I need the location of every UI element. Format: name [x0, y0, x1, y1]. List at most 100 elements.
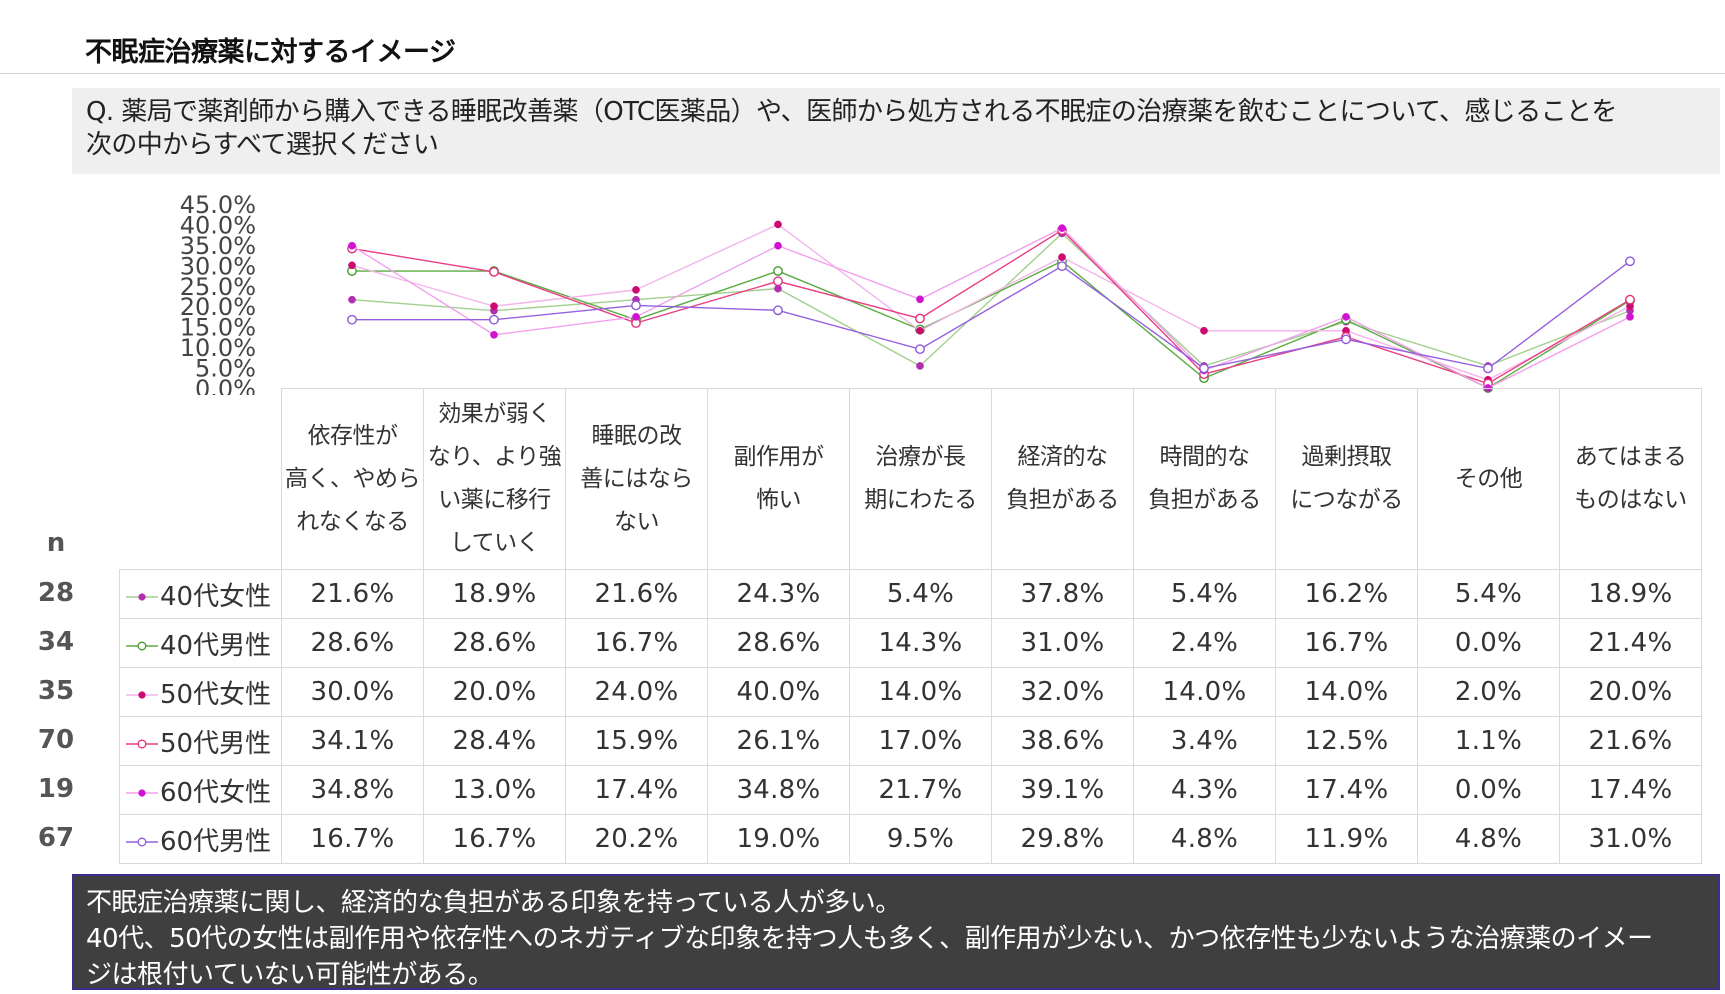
- value-cell: 28.6%: [423, 618, 566, 668]
- data-point: [348, 241, 356, 250]
- value-cell: 13.0%: [423, 765, 566, 815]
- category-header: 効果が弱く なり、より強 い薬に移行 していく: [423, 388, 566, 570]
- category-header: その他: [1417, 388, 1560, 570]
- data-point: [774, 241, 782, 250]
- value-cell: 17.4%: [1559, 765, 1702, 815]
- value-cell: 17.0%: [849, 716, 992, 766]
- category-header-line: 治療が長: [875, 444, 967, 470]
- series-line: [351, 229, 1631, 385]
- value-cell: 34.1%: [281, 716, 424, 766]
- category-header-line: 高く、やめら: [285, 465, 421, 492]
- value-cell: 15.9%: [565, 716, 708, 766]
- series-line: [351, 232, 1631, 367]
- category-header: 経済的な 負担がある: [991, 388, 1134, 570]
- y-tick-label: 40.0%: [180, 211, 256, 239]
- value-cell: 24.0%: [565, 667, 708, 717]
- value-cell: 37.8%: [991, 569, 1134, 619]
- data-table: 依存性が 高く、やめら れなくなる 効果が弱く なり、より強 い薬に移行 していく 睡眠の改善…: [119, 388, 1702, 864]
- category-header-line: 怖い: [756, 487, 802, 513]
- value-cell: 16.2%: [1275, 569, 1418, 619]
- legend-marker: [138, 789, 146, 797]
- series-line: [351, 227, 1631, 389]
- category-header-line: あてはまる: [1574, 444, 1687, 470]
- series-line: [352, 260, 1631, 389]
- category-header-line: 経済的な: [1017, 444, 1109, 470]
- value-cell: 21.6%: [1559, 716, 1702, 766]
- category-header-line: れなくなる: [296, 508, 409, 535]
- data-point: [1483, 363, 1493, 374]
- category-header-line: 負担がある: [1148, 487, 1261, 513]
- legend-label: 50代男性: [160, 728, 272, 759]
- value-cell: 30.0%: [281, 667, 424, 717]
- series-line: [352, 260, 1631, 370]
- value-cell: 14.0%: [1275, 667, 1418, 717]
- table-row: 40代男性 28.6% 28.6% 16.7% 28.6% 14.3% 31.0% 2.4% 1…: [119, 618, 1702, 668]
- data-point: [631, 300, 641, 311]
- value-cell: 17.4%: [565, 765, 708, 815]
- value-cell: 20.0%: [1559, 667, 1702, 717]
- data-point: [1342, 313, 1350, 321]
- legend-cell: 50代男性: [119, 716, 282, 766]
- category-header: 睡眠の改 善にはなら ない: [565, 388, 708, 570]
- y-tick-label: 15.0%: [180, 314, 256, 342]
- value-cell: 16.7%: [423, 814, 566, 864]
- y-axis: 45.0%40.0%35.0%30.0%25.0%20.0%15.0%10.0%…: [180, 191, 256, 395]
- n-value: 67: [37, 822, 75, 853]
- category-header-line: その他: [1454, 465, 1523, 492]
- value-cell: 34.8%: [281, 765, 424, 815]
- y-tick-label: 20.0%: [180, 293, 256, 321]
- summary-line-1: 不眠症治療薬に関し、経済的な負担がある印象を持っている人が多い。: [86, 888, 901, 918]
- value-cell: 4.8%: [1133, 814, 1276, 864]
- summary-line-3: ジは根付いていない可能性がある。: [86, 960, 494, 990]
- question-text: Q. 薬局で薬剤師から購入できる睡眠改善薬（OTC医薬品）や、医師から処方される…: [86, 96, 1711, 162]
- value-cell: 11.9%: [1275, 814, 1418, 864]
- n-header: n: [46, 528, 66, 558]
- series-2: [347, 256, 1635, 393]
- legend-label: 40代女性: [160, 581, 272, 612]
- value-cell: 0.0%: [1417, 618, 1560, 668]
- category-header-line: していく: [449, 530, 540, 556]
- value-cell: 21.6%: [565, 569, 708, 619]
- data-point: [489, 266, 499, 277]
- summary-line-2: 40代、50代の女性は副作用や依存性へのネガティブな印象を持つ人も多く、副作用が…: [86, 924, 1653, 954]
- value-cell: 40.0%: [707, 667, 850, 717]
- data-point: [348, 295, 356, 304]
- value-cell: 5.4%: [1417, 569, 1560, 619]
- series-1: [348, 229, 1634, 370]
- data-point: [1058, 224, 1066, 232]
- category-header-line: なり、より強: [427, 444, 562, 470]
- table-row: 40代女性 21.6% 18.9% 21.6% 24.3% 5.4% 37.8% 5.4% 16…: [119, 569, 1702, 619]
- table-row: 50代女性 30.0% 20.0% 24.0% 40.0% 14.0% 32.0% 14.0%…: [119, 667, 1702, 717]
- value-cell: 24.3%: [707, 569, 850, 619]
- n-value: 28: [37, 577, 75, 608]
- category-header: あてはまる ものはない: [1559, 388, 1702, 570]
- legend-marker: [137, 739, 147, 749]
- legend-marker-icon: [126, 593, 158, 601]
- category-header-line: 善にはなら: [580, 465, 693, 492]
- value-cell: 14.3%: [849, 618, 992, 668]
- value-cell: 21.4%: [1559, 618, 1702, 668]
- n-value: 34: [37, 626, 75, 657]
- line-chart: 45.0%40.0%35.0%30.0%25.0%20.0%15.0%10.0%…: [180, 191, 1635, 395]
- category-header-line: につながる: [1290, 487, 1403, 513]
- value-cell: 3.4%: [1133, 716, 1276, 766]
- legend-marker-icon: [126, 837, 158, 847]
- legend-label: 60代女性: [160, 777, 272, 808]
- value-cell: 5.4%: [1133, 569, 1276, 619]
- value-cell: 9.5%: [849, 814, 992, 864]
- legend-marker: [137, 641, 147, 651]
- value-cell: 12.5%: [1275, 716, 1418, 766]
- value-cell: 4.8%: [1417, 814, 1560, 864]
- value-cell: 28.6%: [707, 618, 850, 668]
- category-header-line: 期にわたる: [864, 487, 977, 513]
- value-cell: 28.6%: [281, 618, 424, 668]
- legend-label: 40代男性: [160, 630, 272, 661]
- legend-cell: 60代男性: [119, 814, 282, 864]
- value-cell: 34.8%: [707, 765, 850, 815]
- data-point: [1200, 326, 1208, 335]
- n-value: 70: [37, 724, 75, 755]
- value-cell: 21.7%: [849, 765, 992, 815]
- data-point: [1199, 363, 1209, 374]
- value-cell: 2.4%: [1133, 618, 1276, 668]
- value-cell: 5.4%: [849, 569, 992, 619]
